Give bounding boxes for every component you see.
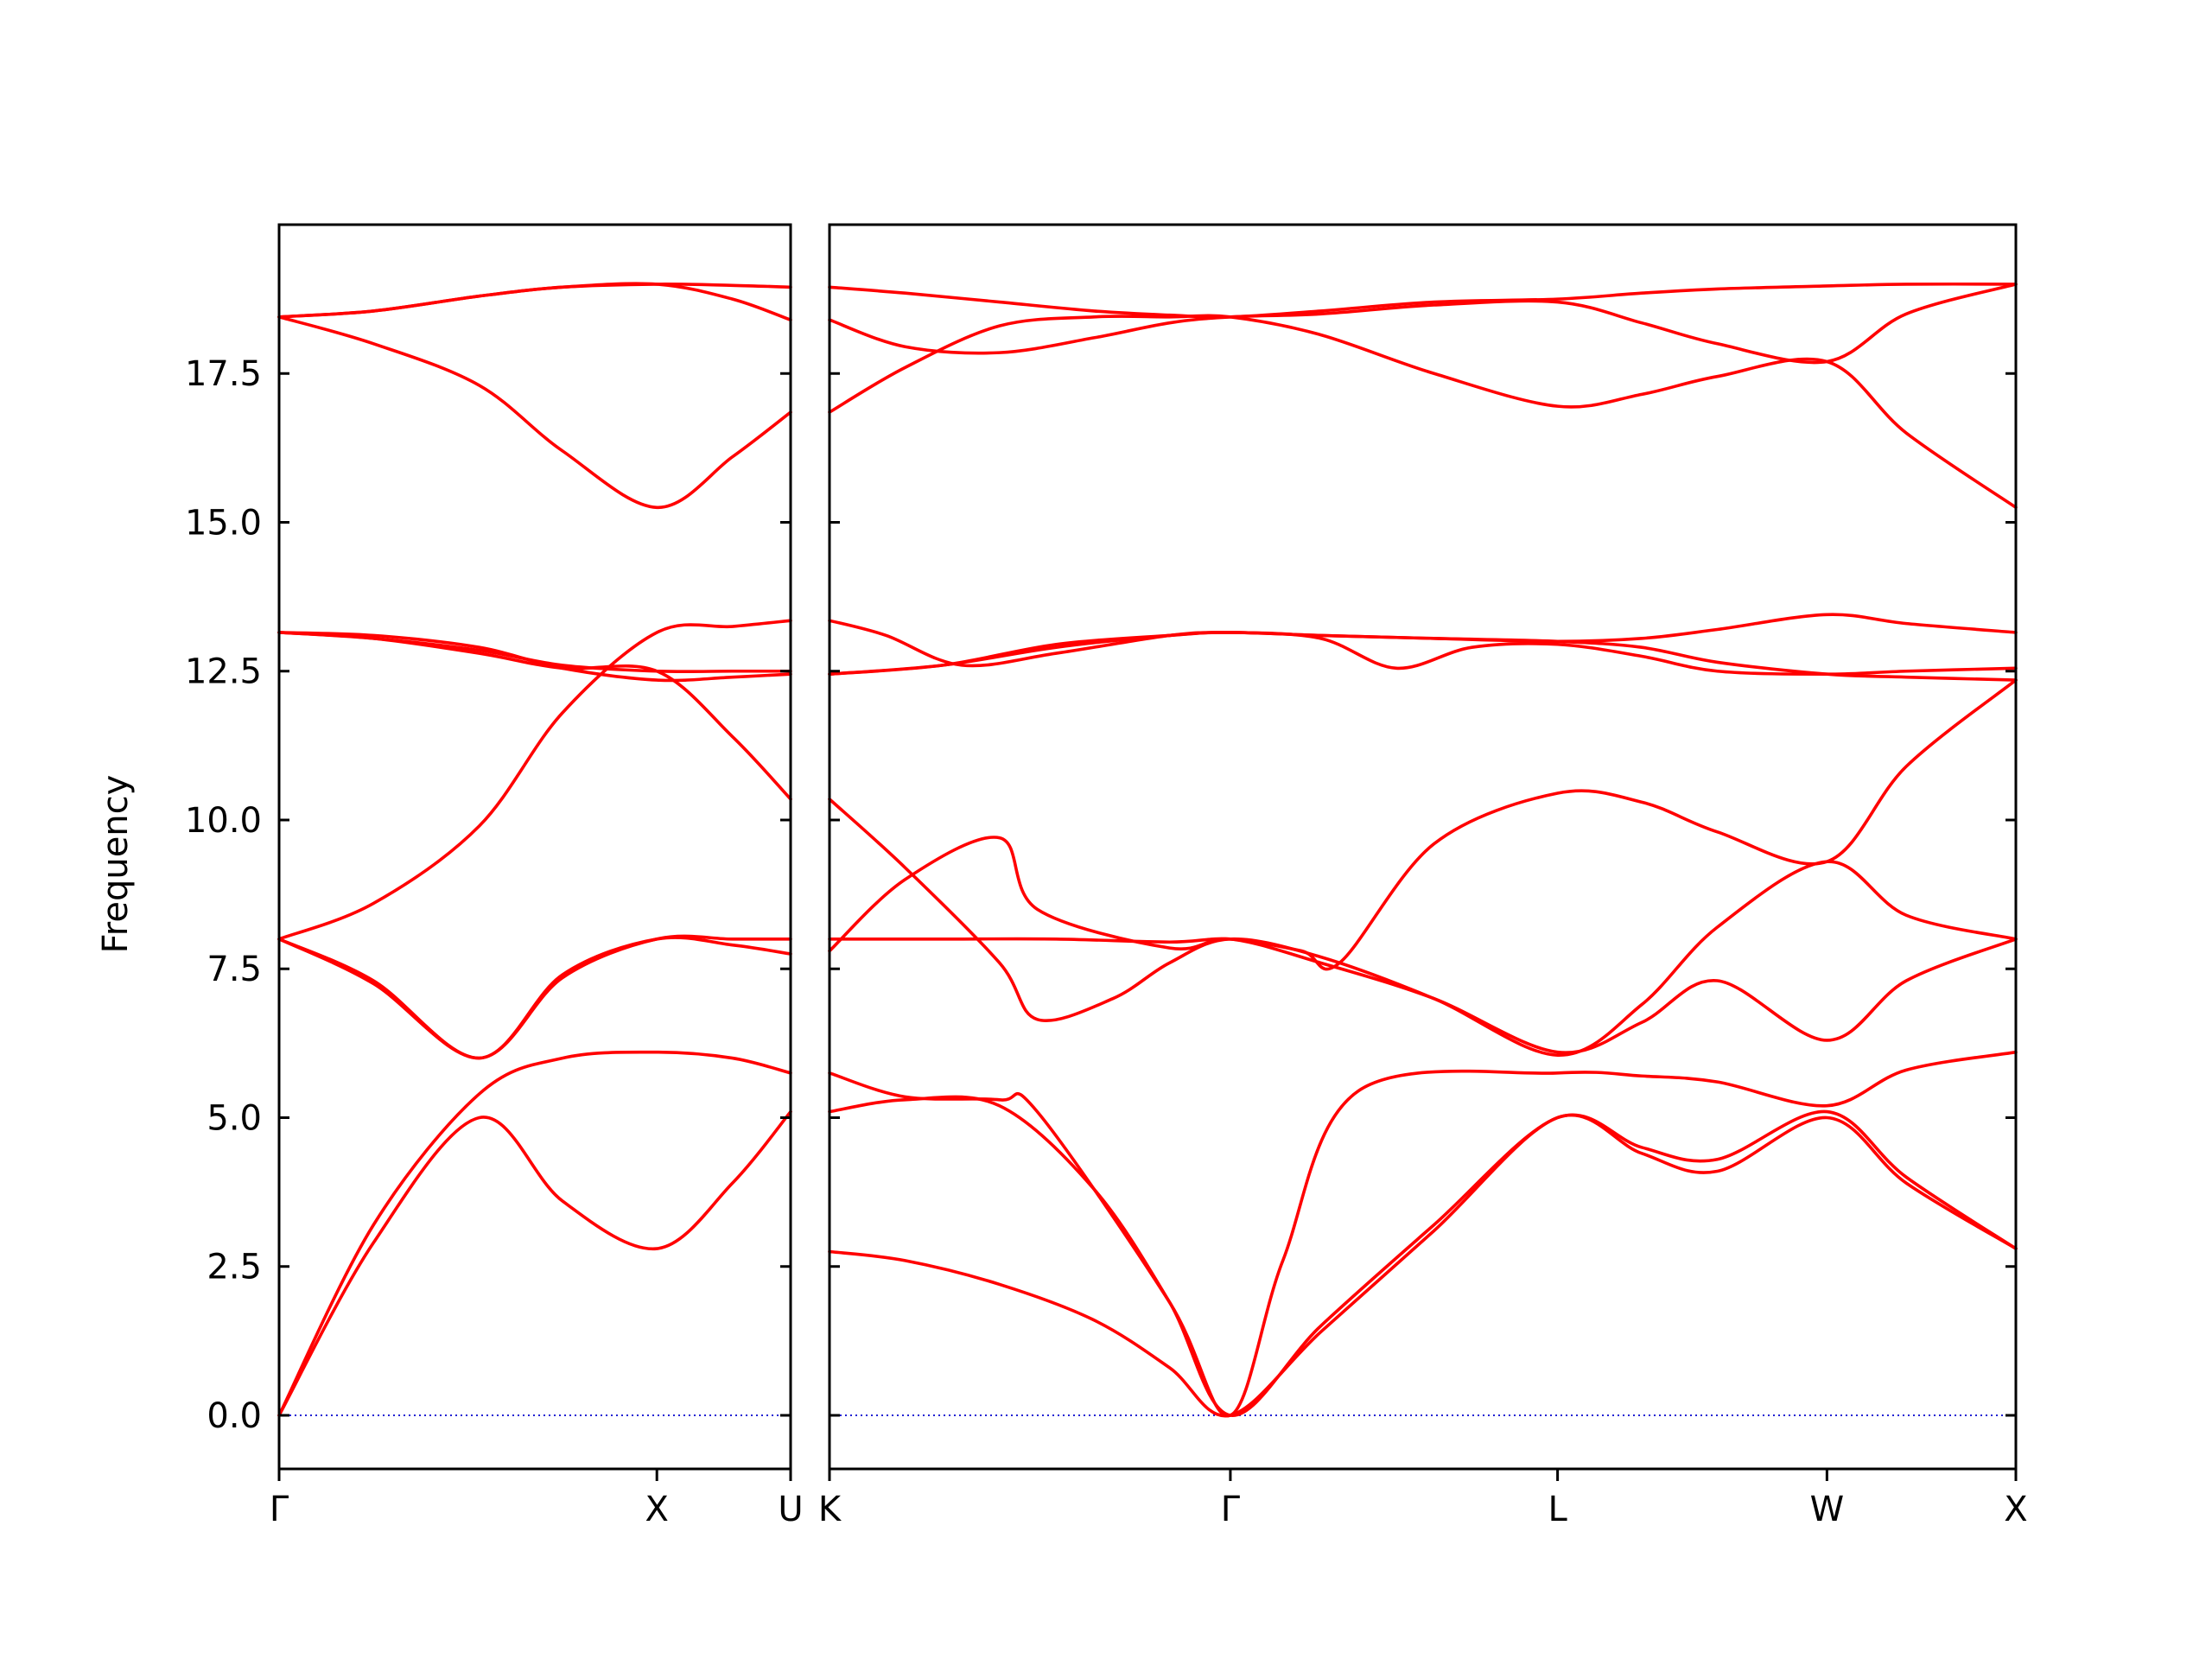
y-tick-label: 10.0 bbox=[185, 801, 262, 841]
y-tick-label: 2.5 bbox=[207, 1248, 262, 1287]
x-tick-label: Γ bbox=[270, 1490, 289, 1529]
phonon-band bbox=[277, 1050, 792, 1417]
phonon-band bbox=[277, 619, 792, 941]
x-tick-label: X bbox=[2004, 1490, 2027, 1529]
phonon-band bbox=[277, 631, 792, 674]
phonon-band bbox=[277, 936, 792, 1060]
y-tick-label: 15.0 bbox=[185, 503, 262, 543]
plot-frame bbox=[277, 223, 792, 1471]
phonon-band bbox=[828, 613, 2018, 668]
phonon-band bbox=[828, 314, 2018, 510]
phonon-band bbox=[277, 934, 792, 1060]
x-tick-label: W bbox=[1810, 1490, 1845, 1529]
plot-frame bbox=[828, 223, 2018, 1471]
y-tick-label: 5.0 bbox=[207, 1098, 262, 1138]
y-tick-label: 0.0 bbox=[207, 1396, 262, 1436]
phonon-band bbox=[277, 631, 792, 801]
phonon-band bbox=[828, 631, 2018, 676]
x-tick-label: U bbox=[778, 1490, 803, 1529]
phonon-band bbox=[828, 678, 2018, 971]
x-tick-label: Γ bbox=[1221, 1490, 1241, 1529]
phonon-band bbox=[828, 1050, 2018, 1418]
x-tick-label: K bbox=[818, 1490, 842, 1529]
x-tick-label: X bbox=[645, 1490, 669, 1529]
phonon-band bbox=[277, 315, 792, 510]
phonon-band bbox=[828, 836, 2018, 1055]
y-tick-label: 7.5 bbox=[207, 950, 262, 989]
phonon-band bbox=[828, 282, 2018, 319]
y-axis-label: Frequency bbox=[96, 775, 136, 954]
phonon-band bbox=[828, 1113, 2018, 1418]
phonon-band bbox=[277, 283, 792, 319]
phonon-band bbox=[828, 1095, 2018, 1417]
x-tick-label: L bbox=[1548, 1490, 1567, 1529]
y-tick-label: 12.5 bbox=[185, 652, 262, 692]
phonon-band bbox=[828, 283, 2018, 365]
panel-left: 0.0 2.5 5.0 7.5 10.0 12.5 15.0 17.5 Γ X U bbox=[185, 223, 804, 1529]
phonon-band bbox=[828, 798, 2018, 1057]
phonon-band bbox=[277, 1109, 792, 1417]
phonon-band bbox=[277, 631, 792, 683]
y-tick-label: 17.5 bbox=[185, 354, 262, 394]
